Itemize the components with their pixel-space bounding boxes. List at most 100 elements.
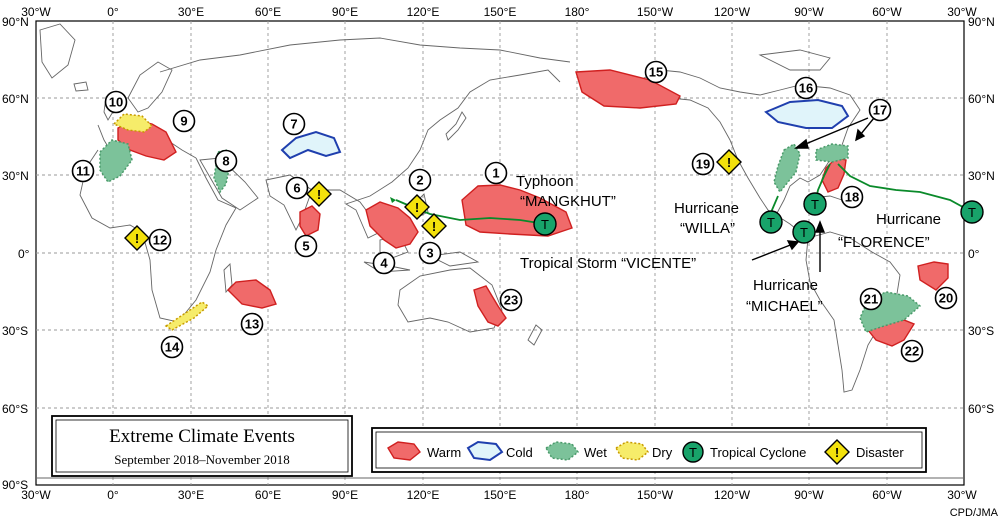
svg-text:120°W: 120°W <box>714 488 751 502</box>
longitude-labels-top: 30°W 0° 30°E 60°E 90°E 120°E 150°E 180° … <box>21 5 977 19</box>
warm-area-23 <box>473 285 507 327</box>
disaster-symbol-6: ! <box>306 181 332 207</box>
tc-symbol-michael: T <box>803 192 827 216</box>
svg-text:30°S: 30°S <box>2 324 28 338</box>
tc-symbol-florence: T <box>960 200 984 224</box>
event-marker-9: 9 <box>172 109 196 133</box>
legend-wet-swatch <box>544 441 580 461</box>
event-marker-8: 8 <box>214 149 238 173</box>
event-marker-7: 7 <box>282 112 306 136</box>
svg-text:14: 14 <box>165 340 180 355</box>
svg-text:90°N: 90°N <box>968 15 995 29</box>
wet-area-17b <box>815 143 849 163</box>
svg-text:60°S: 60°S <box>2 402 28 416</box>
svg-text:20: 20 <box>939 291 953 306</box>
svg-text:3: 3 <box>426 246 433 261</box>
cold-area-7 <box>280 130 342 160</box>
svg-text:30°W: 30°W <box>947 5 977 19</box>
svg-text:120°E: 120°E <box>407 488 440 502</box>
svg-text:60°N: 60°N <box>968 92 995 106</box>
pointer-arrows <box>751 117 875 272</box>
event-marker-12: 12 <box>148 228 172 252</box>
svg-text:!: ! <box>135 231 139 246</box>
svg-text:0°: 0° <box>18 247 30 261</box>
svg-text:30°N: 30°N <box>2 169 29 183</box>
svg-text:!: ! <box>415 200 419 215</box>
svg-text:13: 13 <box>245 317 259 332</box>
svg-text:150°E: 150°E <box>484 5 517 19</box>
event-marker-17: 17 <box>868 98 892 122</box>
event-marker-18: 18 <box>840 185 864 209</box>
latitude-labels-right: 90°N 60°N 30°N 0° 30°S 60°S <box>968 15 995 416</box>
legend-disaster-swatch <box>824 439 850 465</box>
svg-text:120°E: 120°E <box>407 5 440 19</box>
svg-text:T: T <box>541 217 549 232</box>
track-arrowhead <box>390 197 396 203</box>
event-marker-21: 21 <box>859 287 883 311</box>
event-marker-1: 1 <box>484 161 508 185</box>
event-marker-22: 22 <box>900 339 924 363</box>
svg-text:180°: 180° <box>565 5 590 19</box>
warm-area-5 <box>299 205 321 237</box>
wet-area-17a <box>773 142 801 194</box>
map-period: September 2018–November 2018 <box>114 452 289 467</box>
label-willa-2: “WILLA” <box>680 220 735 237</box>
svg-text:60°E: 60°E <box>255 488 281 502</box>
svg-text:2: 2 <box>416 173 423 188</box>
svg-text:0°: 0° <box>107 5 119 19</box>
svg-text:30°N: 30°N <box>968 169 995 183</box>
svg-text:90°E: 90°E <box>332 5 358 19</box>
label-willa-1: Hurricane <box>674 200 739 217</box>
disaster-symbols: !!!!! <box>124 149 742 251</box>
svg-text:6: 6 <box>293 181 300 196</box>
event-marker-10: 10 <box>104 90 128 114</box>
svg-text:60°W: 60°W <box>872 5 902 19</box>
label-vicente: Tropical Storm “VICENTE” <box>520 255 696 272</box>
legend-tc-label: Tropical Cyclone <box>710 445 806 460</box>
svg-text:90°W: 90°W <box>794 488 824 502</box>
svg-text:10: 10 <box>109 95 123 110</box>
event-marker-16: 16 <box>794 76 818 100</box>
warm-area-4 <box>365 201 419 249</box>
credit-label: CPD/JMA <box>950 507 999 519</box>
svg-text:30°W: 30°W <box>21 5 51 19</box>
svg-text:!: ! <box>727 155 731 170</box>
svg-text:9: 9 <box>180 114 187 129</box>
map-title: Extreme Climate Events <box>109 426 295 447</box>
latitude-labels-left: 90°N 60°N 30°N 0° 30°S 60°S 90°S <box>2 15 30 492</box>
longitude-labels-bottom: 30°W 0° 30°E 60°E 90°E 120°E 150°E 180° … <box>21 488 977 502</box>
svg-text:12: 12 <box>153 233 167 248</box>
legend-warm-swatch <box>387 441 421 461</box>
legend-dry-label: Dry <box>652 445 673 460</box>
legend-disaster-symbol: ! <box>835 445 839 460</box>
label-mangkhut-2: “MANGKHUT” <box>520 193 616 210</box>
warm-area-13 <box>227 279 277 309</box>
svg-text:150°W: 150°W <box>637 5 674 19</box>
warm-area-20 <box>917 261 949 291</box>
svg-text:120°W: 120°W <box>714 5 751 19</box>
disaster-symbol-2: ! <box>404 194 430 220</box>
svg-text:23: 23 <box>504 293 518 308</box>
event-marker-20: 20 <box>934 286 958 310</box>
svg-text:180°: 180° <box>565 488 590 502</box>
svg-text:7: 7 <box>290 117 297 132</box>
svg-text:T: T <box>968 205 976 220</box>
svg-text:8: 8 <box>222 154 229 169</box>
label-mangkhut-1: Typhoon <box>516 173 574 190</box>
cold-area-16 <box>764 98 850 129</box>
legend-tc-symbol: T <box>689 445 697 460</box>
svg-text:150°W: 150°W <box>637 488 674 502</box>
svg-text:T: T <box>767 215 775 230</box>
svg-text:30°W: 30°W <box>947 488 977 502</box>
tc-symbol-willa: T <box>759 210 783 234</box>
svg-text:T: T <box>811 197 819 212</box>
event-marker-3: 3 <box>418 241 442 265</box>
disaster-symbol-12: ! <box>124 225 150 251</box>
svg-text:60°N: 60°N <box>2 92 29 106</box>
label-florence-1: Hurricane <box>876 211 941 228</box>
legend-disaster-label: Disaster <box>856 445 904 460</box>
event-marker-19: 19 <box>691 152 715 176</box>
